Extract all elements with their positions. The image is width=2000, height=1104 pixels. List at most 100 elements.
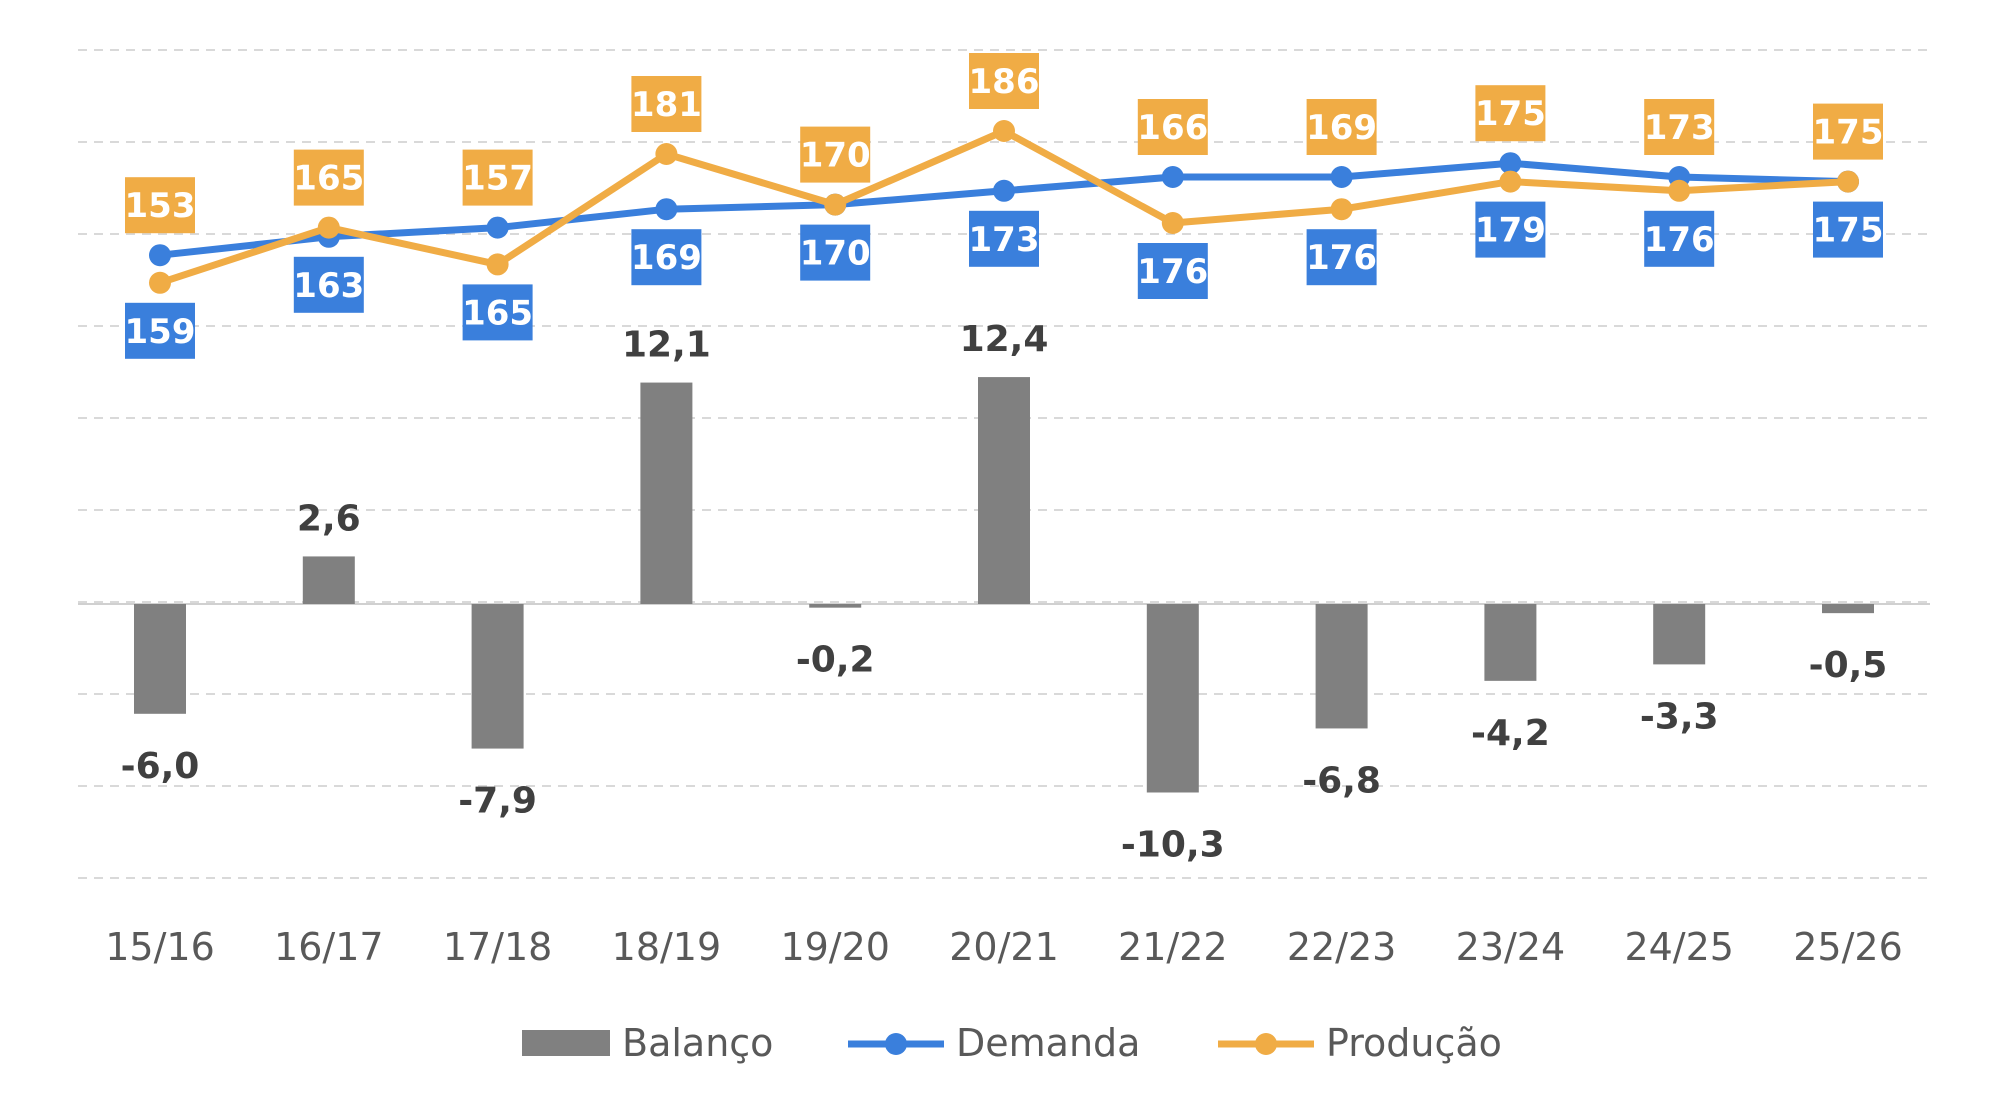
producao-label-box-25/26 bbox=[1813, 103, 1883, 160]
legend-marker-demanda bbox=[885, 1033, 907, 1055]
bars bbox=[134, 377, 1874, 793]
producao-label-box-16/17 bbox=[293, 149, 364, 206]
demanda-label-box-18/19 bbox=[631, 229, 702, 286]
producao-point-15/16 bbox=[149, 271, 171, 294]
bar-label-16/17: 2,6 bbox=[297, 498, 361, 539]
producao-label-22/23: 169 bbox=[1306, 108, 1377, 148]
bar-19/20 bbox=[809, 604, 862, 608]
bar-label-18/19: 12,1 bbox=[622, 325, 711, 366]
bar-23/24 bbox=[1484, 604, 1537, 681]
producao-label-box-17/18 bbox=[462, 149, 533, 206]
bar-labels: -6,0 2,6 -7,9 12,1 -0,2 12,4 -10,3 -6,8 -4,2 -3,3… bbox=[121, 319, 1888, 865]
x-tick-25/26: 25/26 bbox=[1793, 925, 1903, 969]
gridlines bbox=[78, 49, 1930, 879]
x-tick-21/22: 21/22 bbox=[1118, 925, 1228, 969]
demanda-point-18/19 bbox=[655, 198, 678, 221]
demanda-point-22/23 bbox=[1330, 166, 1353, 188]
demanda-label-23/24: 179 bbox=[1475, 211, 1546, 251]
demanda-label-17/18: 165 bbox=[462, 293, 533, 333]
demanda-label-16/17: 163 bbox=[293, 266, 364, 306]
demanda-point-23/24 bbox=[1499, 152, 1522, 175]
producao-label-20/21: 186 bbox=[969, 62, 1040, 102]
point-labels: 153 165 157 181 170 186 166 169 175 173 175 159 163 1… bbox=[125, 53, 1884, 359]
x-axis-ticks: 15/16 16/17 17/18 18/19 19/20 20/21 21/22 22/23… bbox=[105, 925, 1903, 969]
producao-label-16/17: 165 bbox=[293, 159, 364, 199]
producao-label-box-21/22 bbox=[1137, 99, 1208, 155]
bar-label-22/23: -6,8 bbox=[1302, 760, 1381, 801]
bar-label-19/20: -0,2 bbox=[796, 640, 875, 681]
x-tick-16/17: 16/17 bbox=[274, 925, 384, 969]
demanda-label-box-24/25 bbox=[1644, 210, 1715, 267]
demanda-label-21/22: 176 bbox=[1137, 252, 1208, 292]
bar-label-25/26: -0,5 bbox=[1809, 645, 1888, 686]
bar-label-15/16: -6,0 bbox=[121, 746, 200, 787]
x-tick-15/16: 15/16 bbox=[105, 925, 215, 969]
producao-point-24/25 bbox=[1668, 179, 1691, 202]
legend-label-producao: Produção bbox=[1326, 1021, 1502, 1065]
x-tick-18/19: 18/19 bbox=[612, 925, 722, 969]
demanda-label-20/21: 173 bbox=[969, 220, 1040, 260]
producao-label-box-19/20 bbox=[800, 126, 871, 183]
demanda-label-18/19: 169 bbox=[631, 238, 702, 278]
producao-label-box-15/16 bbox=[125, 177, 195, 234]
bar-16/17 bbox=[302, 556, 355, 604]
bar-24/25 bbox=[1653, 604, 1706, 665]
demanda-label-24/25: 176 bbox=[1644, 220, 1715, 260]
producao-point-19/20 bbox=[824, 193, 847, 216]
producao-label-24/25: 173 bbox=[1644, 108, 1715, 148]
producao-point-25/26 bbox=[1837, 170, 1859, 193]
bar-label-20/21: 12,4 bbox=[960, 319, 1049, 360]
legend-marker-producao bbox=[1255, 1033, 1277, 1055]
x-tick-17/18: 17/18 bbox=[443, 925, 553, 969]
producao-label-box-20/21 bbox=[969, 53, 1039, 109]
producao-label-15/16: 153 bbox=[125, 186, 196, 226]
demanda-label-box-21/22 bbox=[1137, 243, 1208, 299]
demanda-label-box-15/16 bbox=[125, 302, 195, 359]
x-tick-24/25: 24/25 bbox=[1624, 925, 1734, 969]
producao-label-17/18: 157 bbox=[462, 159, 533, 199]
lines bbox=[149, 120, 1859, 294]
legend-label-demanda: Demanda bbox=[956, 1021, 1140, 1065]
bar-20/21 bbox=[978, 377, 1030, 604]
bar-17/18 bbox=[471, 604, 524, 749]
producao-label-19/20: 170 bbox=[800, 136, 871, 176]
producao-label-25/26: 175 bbox=[1813, 113, 1884, 153]
demanda-point-15/16 bbox=[149, 244, 171, 267]
producao-point-18/19 bbox=[655, 143, 678, 165]
legend-label-balanco: Balanço bbox=[622, 1021, 773, 1065]
bar-21/22 bbox=[1146, 604, 1199, 793]
bar-15/16 bbox=[134, 604, 186, 714]
demanda-label-15/16: 159 bbox=[125, 312, 196, 352]
demanda-label-box-17/18 bbox=[462, 284, 533, 341]
legend: Balanço Demanda Produção bbox=[522, 1021, 1502, 1065]
demanda-point-20/21 bbox=[993, 179, 1015, 202]
producao-label-18/19: 181 bbox=[631, 85, 702, 125]
bar-label-23/24: -4,2 bbox=[1471, 713, 1550, 754]
demanda-label-box-23/24 bbox=[1475, 201, 1546, 258]
producao-label-box-24/25 bbox=[1644, 99, 1715, 155]
x-tick-23/24: 23/24 bbox=[1456, 925, 1566, 969]
demanda-label-25/26: 175 bbox=[1813, 211, 1884, 251]
producao-point-17/18 bbox=[486, 253, 509, 276]
demanda-point-17/18 bbox=[486, 216, 509, 239]
demanda-label-box-25/26 bbox=[1813, 201, 1883, 258]
bar-label-21/22: -10,3 bbox=[1121, 824, 1225, 865]
producao-label-23/24: 175 bbox=[1475, 94, 1546, 134]
producao-label-box-18/19 bbox=[631, 76, 702, 132]
demanda-label-22/23: 176 bbox=[1306, 238, 1377, 278]
x-tick-20/21: 20/21 bbox=[949, 925, 1059, 969]
demanda-label-box-16/17 bbox=[293, 256, 364, 313]
demanda-label-box-22/23 bbox=[1306, 229, 1377, 286]
bar-label-24/25: -3,3 bbox=[1640, 696, 1719, 737]
demanda-label-box-20/21 bbox=[969, 210, 1039, 267]
x-tick-19/20: 19/20 bbox=[780, 925, 890, 969]
producao-label-21/22: 166 bbox=[1137, 108, 1208, 148]
bar-25/26 bbox=[1822, 604, 1874, 614]
bar-22/23 bbox=[1315, 604, 1368, 729]
demanda-point-21/22 bbox=[1161, 166, 1184, 188]
producao-point-21/22 bbox=[1161, 212, 1184, 234]
producao-point-22/23 bbox=[1330, 198, 1353, 221]
producao-point-20/21 bbox=[993, 120, 1015, 142]
demanda-label-19/20: 170 bbox=[800, 234, 871, 274]
